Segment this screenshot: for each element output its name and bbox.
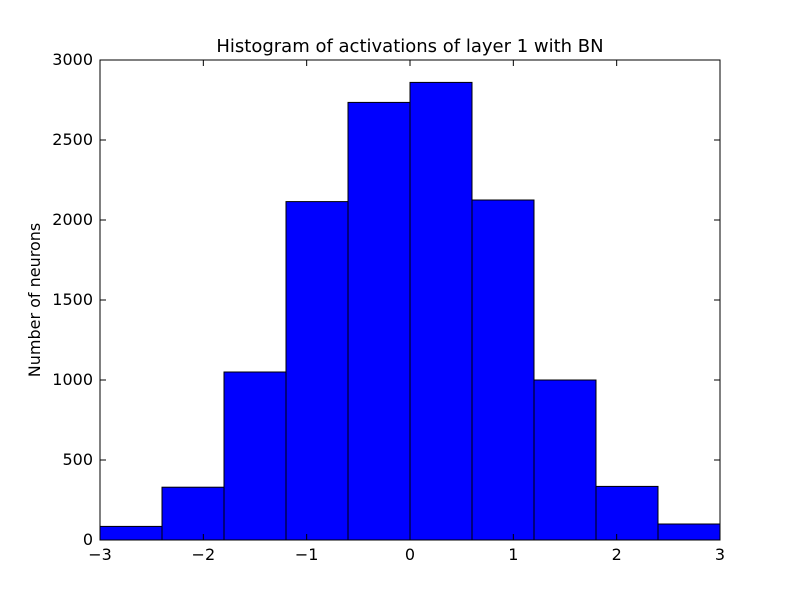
x-tick-labels: −3 −2 −1 0 1 2 3 — [88, 545, 725, 564]
y-tick-label: 500 — [62, 450, 93, 469]
x-tick-label: 2 — [612, 545, 622, 564]
y-tick-label: 2500 — [52, 130, 93, 149]
histogram-bar — [99, 525, 163, 541]
plot-frame — [99, 59, 721, 541]
histogram-bar — [533, 379, 597, 541]
histogram-bar — [409, 81, 473, 541]
y-axis-label: Number of neurons — [25, 223, 44, 377]
x-tick-label: 0 — [405, 545, 415, 564]
y-tick-label: 1500 — [52, 290, 93, 309]
y-tick-label: 3000 — [52, 50, 93, 69]
bars-group — [99, 81, 721, 541]
histogram-bar — [161, 486, 225, 541]
y-tick-label: 0 — [83, 530, 93, 549]
histogram-bar — [347, 101, 411, 541]
histogram-bar — [223, 371, 287, 541]
histogram-bar — [657, 523, 721, 541]
x-tick-label: 3 — [715, 545, 725, 564]
y-tick-label: 1000 — [52, 370, 93, 389]
x-tick-label: −1 — [295, 545, 319, 564]
y-tick-labels: 0 500 1000 1500 2000 2500 3000 — [52, 50, 93, 549]
histogram-bar — [595, 485, 659, 541]
x-tick-label: 1 — [508, 545, 518, 564]
x-tick-label: −3 — [88, 545, 112, 564]
histogram-bar — [285, 201, 349, 541]
histogram-bar — [471, 199, 535, 541]
y-tick-label: 2000 — [52, 210, 93, 229]
x-tick-label: −2 — [192, 545, 216, 564]
chart-title: Histogram of activations of layer 1 with… — [216, 36, 603, 57]
